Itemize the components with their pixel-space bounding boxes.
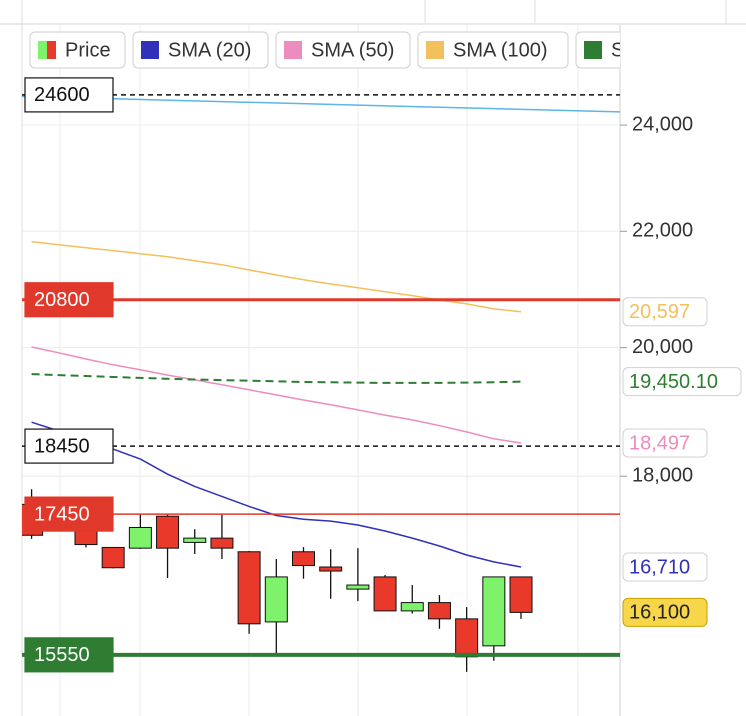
level-label: 18450 [34, 435, 90, 457]
candle-body [183, 537, 207, 543]
legend-label: S [611, 39, 624, 61]
legend-box [132, 31, 269, 69]
candle-body [509, 576, 533, 613]
legend-box [417, 31, 569, 69]
legend-item: Price [29, 31, 126, 69]
level-label: 17450 [34, 503, 90, 525]
level-label: 24600 [34, 84, 90, 106]
level-label: 15550 [34, 644, 90, 666]
sma-line [31, 373, 522, 384]
candle-body [346, 584, 370, 590]
legend-label: SMA (50) [311, 39, 394, 61]
candle-body [400, 602, 424, 612]
legend-swatch [426, 41, 444, 59]
candle-body [427, 602, 451, 620]
candle-body [319, 566, 343, 572]
price-badge-label: 16,100 [629, 602, 690, 624]
price-badge [622, 552, 708, 582]
vertical-grid [59, 25, 579, 716]
level-label: 20800 [34, 289, 90, 311]
sma-line [31, 346, 522, 444]
legend-swatch [38, 41, 47, 59]
legend-item: SMA (100) [417, 31, 569, 69]
legend-label: SMA (20) [168, 39, 251, 61]
price-badge-label: 16,710 [629, 556, 690, 578]
price-badge [622, 367, 742, 397]
level-label-box [24, 496, 114, 532]
y-tick-label: 24,000 [632, 113, 693, 135]
y-tick-label: 18,000 [632, 465, 693, 487]
legend-swatch [141, 41, 159, 59]
price-badge [622, 428, 708, 458]
candle-body [455, 618, 479, 658]
price-badge-label: 18,497 [629, 432, 690, 454]
legend-item: SMA (20) [132, 31, 269, 69]
level-label-box [24, 77, 114, 113]
legend-swatch [47, 41, 56, 59]
legend-box [275, 31, 411, 69]
price-badge [622, 597, 708, 627]
legend-swatch [584, 41, 602, 59]
candle-body [292, 551, 315, 567]
candle-body [373, 576, 397, 612]
level-label-box [24, 282, 114, 318]
y-tick-label: 22,000 [632, 220, 693, 242]
candle-body [101, 546, 125, 569]
price-badge-label: 20,597 [629, 301, 690, 323]
legend-label: SMA (100) [453, 39, 547, 61]
candle-body [128, 526, 152, 549]
y-tick-label: 20,000 [632, 336, 693, 358]
price-badge-label: 19,450.10 [629, 371, 718, 393]
legend-item: SMA (50) [275, 31, 411, 69]
legend-label: Price [65, 39, 111, 61]
legend-item: S [575, 31, 624, 69]
legend: Price SMA (20) SMA (50) SMA (100) S [29, 31, 624, 69]
legend-swatch [284, 41, 302, 59]
candle-body [210, 537, 234, 549]
candle-body [237, 551, 261, 625]
trend-line [22, 95, 620, 113]
candle-body [264, 576, 288, 623]
level-label-box [24, 637, 114, 673]
candle-body [482, 576, 506, 647]
candle-body [156, 515, 180, 549]
price-badge [622, 297, 708, 327]
level-label-box [24, 428, 114, 464]
